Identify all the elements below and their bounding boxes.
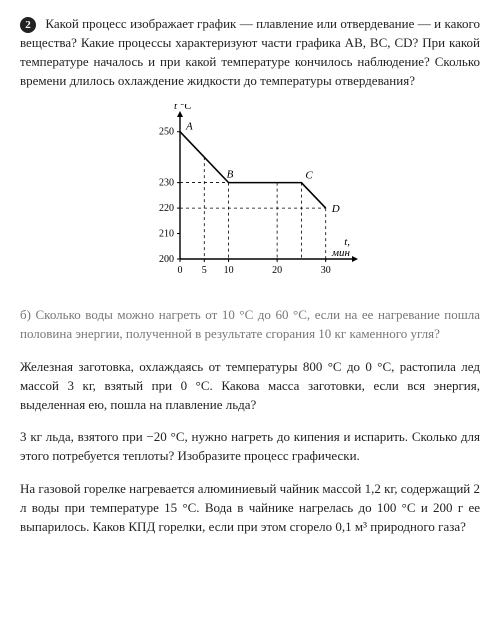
problem-gas: На газовой горелке нагревается алюминиев… [20,480,480,537]
problem-2-text: Какой процесс изображает график — плавле… [20,16,480,88]
svg-text:30: 30 [321,265,331,276]
problem-ice: 3 кг льда, взятого при −20 °С, нужно наг… [20,428,480,466]
problem-iron: Железная заготовка, охлаждаясь от темпер… [20,358,480,415]
svg-text:5: 5 [202,265,207,276]
problem-b-text: б) Сколько воды можно нагреть от 10 °С д… [20,307,480,341]
svg-text:мин: мин [331,247,351,259]
problem-iron-text: Железная заготовка, охлаждаясь от темпер… [20,359,480,412]
svg-text:220: 220 [159,203,174,214]
svg-text:t °C: t °C [174,104,192,112]
svg-text:20: 20 [272,265,282,276]
svg-text:210: 210 [159,229,174,240]
svg-text:200: 200 [159,254,174,265]
svg-text:B: B [227,169,234,181]
problem-2: 2 Какой процесс изображает график — плав… [20,15,480,90]
svg-text:230: 230 [159,178,174,189]
problem-gas-text: На газовой горелке нагревается алюминиев… [20,481,480,534]
chart-svg: 20021022023025005102030ABCDt °Ct,мин [135,104,365,284]
svg-text:A: A [185,121,193,133]
problem-ice-text: 3 кг льда, взятого при −20 °С, нужно наг… [20,429,480,463]
problem-marker: 2 [20,17,36,33]
svg-text:D: D [331,203,340,215]
problem-b: б) Сколько воды можно нагреть от 10 °С д… [20,306,480,344]
svg-text:250: 250 [159,127,174,138]
cooling-chart: 20021022023025005102030ABCDt °Ct,мин [20,104,480,290]
svg-text:10: 10 [224,265,234,276]
svg-text:C: C [305,170,313,182]
svg-text:0: 0 [178,265,183,276]
